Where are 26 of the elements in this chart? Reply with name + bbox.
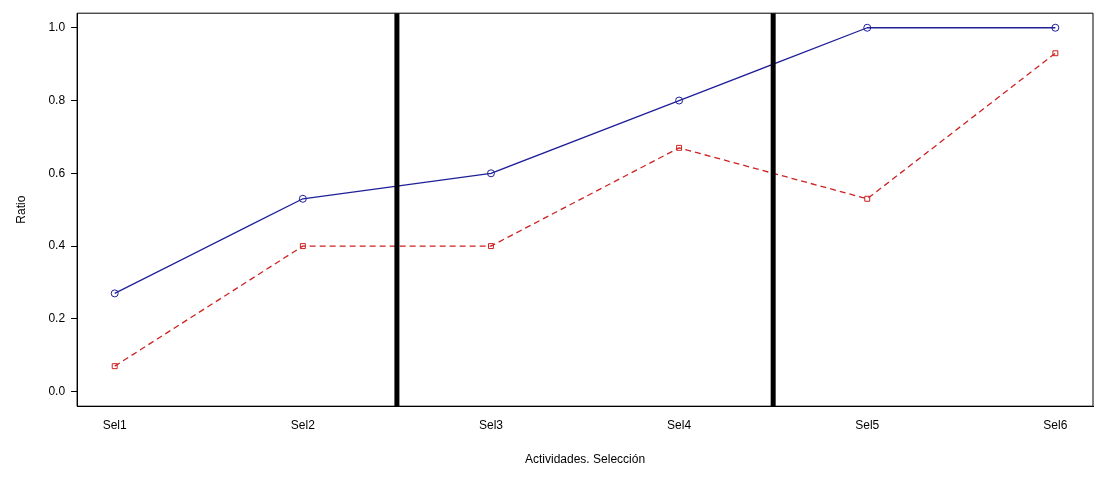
point: [110, 289, 119, 298]
y-tick-label: 0.4: [48, 238, 66, 253]
point: [863, 23, 872, 32]
point: [676, 144, 683, 151]
x-axis-title: Actividades. Selección: [525, 452, 646, 467]
y-tick-label: 1.0: [48, 20, 66, 35]
x-tick-label: Sel1: [102, 417, 128, 432]
point: [1052, 50, 1059, 57]
point: [864, 195, 871, 202]
y-axis-title: Ratio: [13, 195, 28, 224]
point: [675, 96, 684, 105]
y-tick-label: 0.2: [48, 311, 66, 326]
y-tick-label: 0.0: [48, 383, 66, 398]
x-tick-label: Sel3: [478, 417, 504, 432]
x-tick-label: Sel6: [1043, 417, 1068, 432]
x-tick-label: Sel2: [290, 417, 316, 432]
x-tick-label: Sel5: [855, 417, 880, 432]
x-tick-label: Sel4: [667, 417, 692, 432]
y-tick-label: 0.6: [48, 165, 66, 180]
y-tick-label: 0.8: [48, 92, 66, 107]
point: [111, 363, 118, 370]
point: [1051, 23, 1060, 32]
point: [488, 243, 494, 250]
point: [299, 243, 306, 250]
point: [486, 169, 495, 178]
point: [298, 194, 307, 203]
